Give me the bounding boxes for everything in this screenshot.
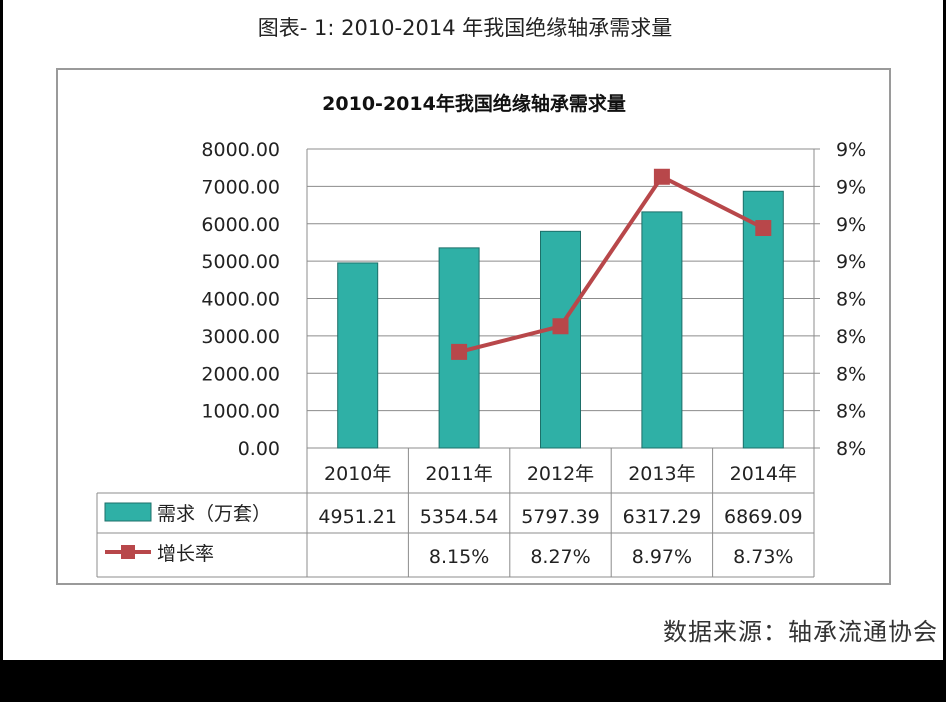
table-value-demand: 5354.54 [420, 506, 499, 528]
x-tick-label: 2014年 [730, 463, 797, 485]
table-value-growth: 8.15% [429, 546, 489, 568]
table-value-growth: 8.73% [733, 546, 793, 568]
table-value-demand: 6869.09 [724, 506, 803, 528]
table-value-growth: 8.27% [530, 546, 590, 568]
x-tick-label: 2010年 [324, 463, 391, 485]
y-left-tick-label: 6000.00 [201, 214, 280, 236]
bar [337, 262, 379, 449]
y-left-tick-label: 8000.00 [201, 139, 280, 161]
legend-key-demand [104, 502, 152, 522]
table-value-demand: 5797.39 [521, 506, 600, 528]
chart-title: 2010-2014年我国绝缘轴承需求量 [322, 92, 626, 115]
right-border [943, 0, 946, 660]
y-right-tick-label: 8% [836, 326, 866, 348]
y-right-tick-label: 8% [836, 289, 866, 311]
y-left-tick-label: 2000.00 [201, 363, 280, 385]
y-left-tick-label: 4000.00 [201, 289, 280, 311]
bottom-black-band [0, 660, 946, 702]
x-tick-label: 2013年 [628, 463, 695, 485]
y-left-tick-label: 0.00 [238, 438, 280, 460]
source-note: 数据来源：轴承流通协会 [663, 618, 938, 646]
y-right-tick-label: 9% [836, 214, 866, 236]
x-tick-label: 2012年 [527, 463, 594, 485]
y-left-tick-label: 1000.00 [201, 401, 280, 423]
legend-label-growth: 增长率 [157, 543, 214, 565]
table-value-growth: 8.97% [632, 546, 692, 568]
line-point [451, 343, 468, 360]
growth-rate-line [458, 174, 765, 354]
y-right-tick-label: 8% [836, 363, 866, 385]
table-value-demand: 4951.21 [318, 506, 397, 528]
left-border [0, 0, 3, 660]
line-point [653, 168, 670, 185]
figure-caption: 图表- 1: 2010-2014 年我国绝缘轴承需求量 [257, 16, 673, 40]
y-left-tick-label: 3000.00 [201, 326, 280, 348]
bar [641, 211, 683, 449]
table-value-demand: 6317.29 [623, 506, 702, 528]
y-right-tick-label: 9% [836, 251, 866, 273]
y-right-tick-label: 8% [836, 401, 866, 423]
y-right-tick-label: 9% [836, 139, 866, 161]
y-left-tick-label: 5000.00 [201, 251, 280, 273]
bar [540, 230, 581, 449]
y-right-tick-label: 9% [836, 176, 866, 198]
x-tick-label: 2011年 [425, 463, 492, 485]
line-point [552, 318, 569, 335]
legend-label-demand: 需求（万套） [157, 503, 271, 525]
y-right-tick-label: 8% [836, 438, 866, 460]
legend-key-growth-marker [121, 545, 135, 559]
y-left-tick-label: 7000.00 [201, 176, 280, 198]
line-point [755, 220, 772, 237]
